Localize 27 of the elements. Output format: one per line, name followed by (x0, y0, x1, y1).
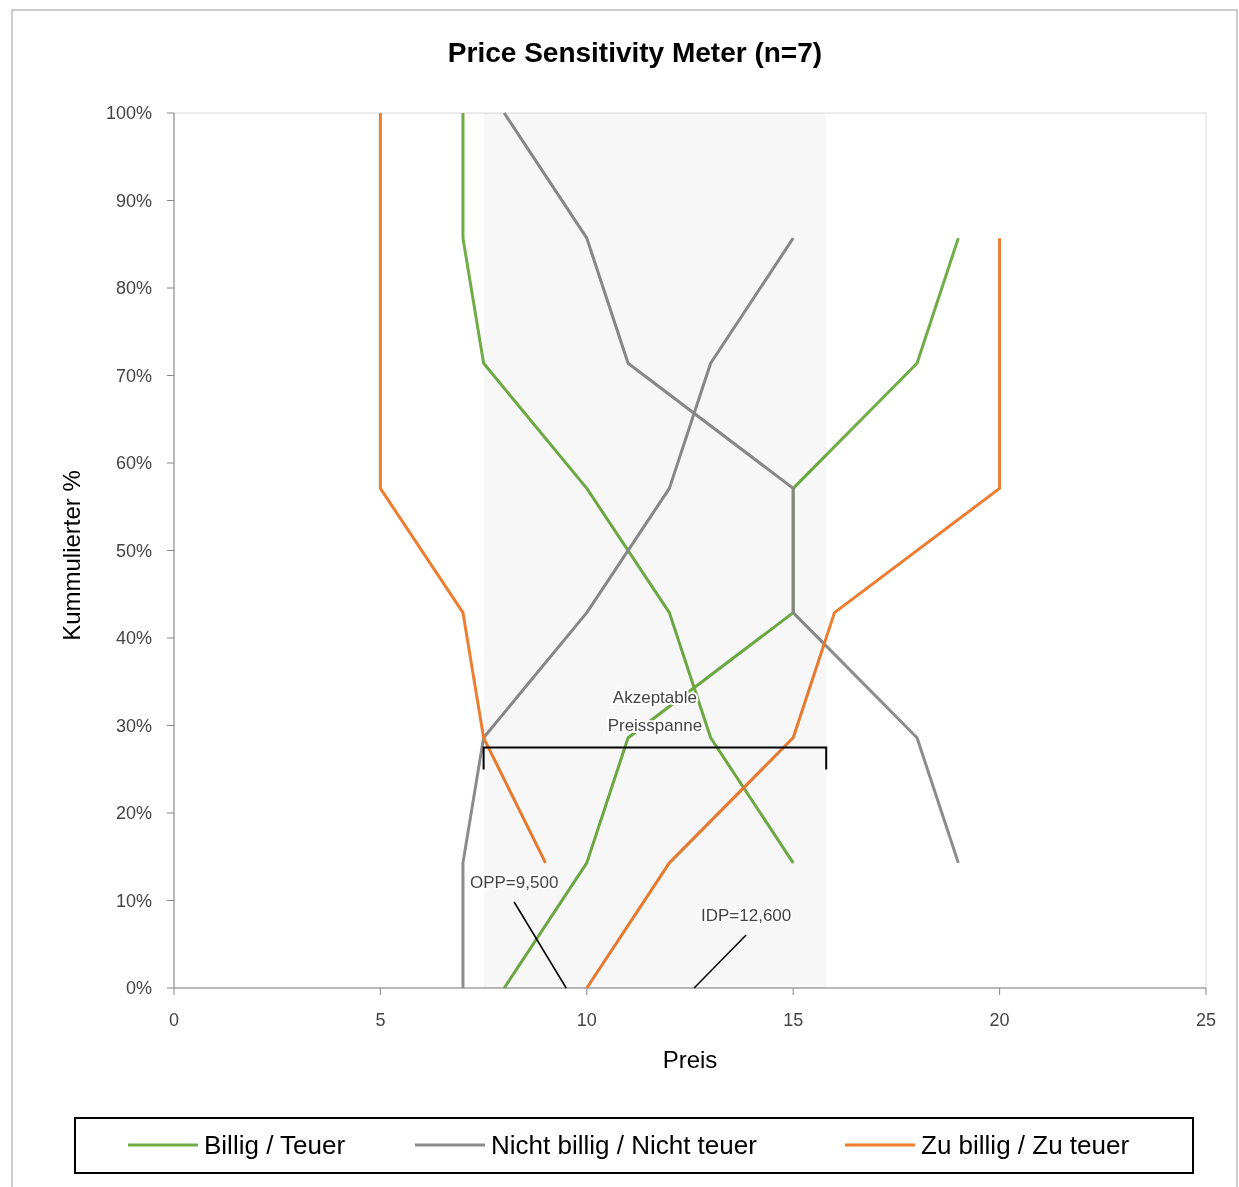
x-axis-title: Preis (662, 1046, 718, 1073)
line-series (585, 236, 1002, 990)
y-tick-label: 0% (125, 978, 152, 998)
x-tick-label: 5 (375, 1010, 386, 1030)
y-tick-label: 80% (115, 278, 152, 298)
line-series (378, 111, 548, 865)
x-tick-label: 20 (989, 1010, 1010, 1030)
y-tick-label: 90% (115, 190, 152, 211)
y-tick-label: 100% (105, 103, 152, 123)
legend-label: Billig / Teuer (204, 1130, 346, 1160)
y-tick-label: 30% (115, 715, 152, 736)
x-tick-label: 0 (168, 1010, 180, 1030)
y-axis-title: Kummulierter % (58, 470, 85, 641)
x-tick-label: 15 (783, 1010, 804, 1030)
y-tick-label: 20% (115, 803, 152, 823)
x-tick-label: 10 (576, 1010, 597, 1030)
y-tick-label: 60% (115, 453, 152, 473)
legend-label: Nicht billig / Nicht teuer (491, 1130, 758, 1160)
x-tick-label: 25 (1195, 1010, 1217, 1030)
y-tick-label: 40% (115, 628, 152, 648)
y-tick-label: 50% (115, 540, 152, 561)
chart-title: Price Sensitivity Meter (n=7) (447, 37, 823, 68)
annotation: IDP=12,600 (701, 906, 792, 925)
y-tick-label: 70% (115, 365, 152, 386)
legend-label: Zu billig / Zu teuer (921, 1130, 1130, 1160)
y-tick-label: 10% (115, 890, 152, 911)
annotation: OPP=9,500 (469, 873, 559, 892)
